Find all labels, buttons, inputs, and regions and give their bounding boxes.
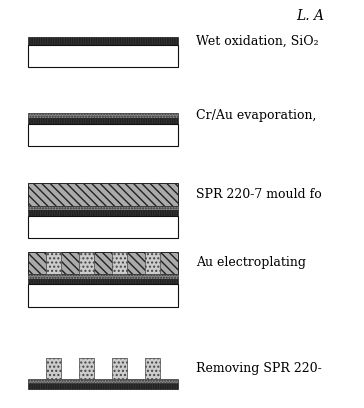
Text: L. A: L. A bbox=[297, 9, 325, 23]
Bar bbox=[28, 284, 178, 307]
Bar bbox=[79, 358, 94, 379]
Text: Au electroplating: Au electroplating bbox=[196, 257, 306, 269]
Bar bbox=[46, 358, 61, 379]
Bar bbox=[28, 45, 178, 67]
Bar bbox=[28, 379, 178, 384]
Bar bbox=[112, 358, 127, 379]
Bar bbox=[28, 184, 178, 206]
Bar bbox=[28, 274, 178, 279]
Bar bbox=[28, 113, 178, 118]
Bar bbox=[28, 384, 178, 389]
Bar bbox=[28, 37, 178, 45]
Text: Removing SPR 220-: Removing SPR 220- bbox=[196, 362, 322, 375]
Bar bbox=[145, 252, 161, 274]
Bar bbox=[79, 252, 94, 274]
Text: Wet oxidation, SiO₂: Wet oxidation, SiO₂ bbox=[196, 34, 319, 47]
Bar bbox=[28, 279, 178, 284]
Bar bbox=[46, 252, 61, 274]
Bar bbox=[145, 358, 161, 379]
Bar bbox=[28, 252, 178, 274]
Bar bbox=[28, 124, 178, 146]
Text: Cr/Au evaporation,: Cr/Au evaporation, bbox=[196, 109, 317, 122]
Bar bbox=[112, 252, 127, 274]
Bar bbox=[28, 118, 178, 124]
Bar bbox=[28, 216, 178, 238]
Bar bbox=[28, 211, 178, 216]
Text: SPR 220-7 mould fo: SPR 220-7 mould fo bbox=[196, 188, 322, 201]
Bar bbox=[28, 206, 178, 211]
